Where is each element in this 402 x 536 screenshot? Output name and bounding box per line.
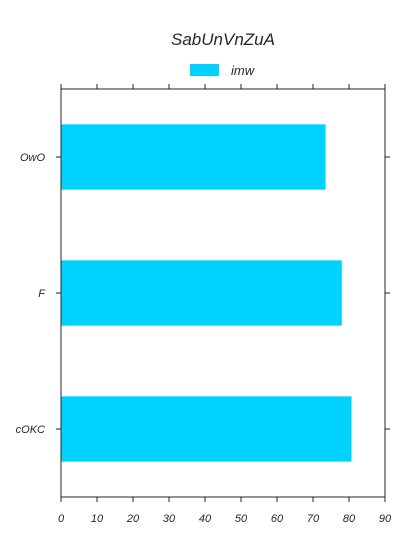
bars-group [61, 124, 352, 462]
x-tick-label: 70 [307, 513, 320, 525]
x-tick-label: 50 [235, 513, 248, 525]
x-tick-label: 0 [58, 513, 65, 525]
bar-cOKC [61, 396, 352, 462]
y-tick-label: F [38, 288, 46, 300]
x-tick-label: 80 [343, 513, 356, 525]
x-tick-label: 60 [271, 513, 284, 525]
chart-title: SabUnVnZuA [171, 30, 275, 49]
y-tick-label: OwO [20, 152, 46, 164]
legend: imw [190, 63, 256, 78]
x-tick-label: 20 [126, 513, 140, 525]
x-tick-label: 30 [163, 513, 176, 525]
legend-swatch [190, 64, 219, 76]
legend-label: imw [231, 63, 256, 78]
bar-F [61, 260, 342, 326]
x-tick-label: 40 [199, 513, 212, 525]
bar-OwO [61, 124, 326, 190]
x-tick-label: 90 [379, 513, 392, 525]
x-tick-label: 10 [91, 513, 104, 525]
y-tick-label: cOKC [16, 424, 45, 436]
